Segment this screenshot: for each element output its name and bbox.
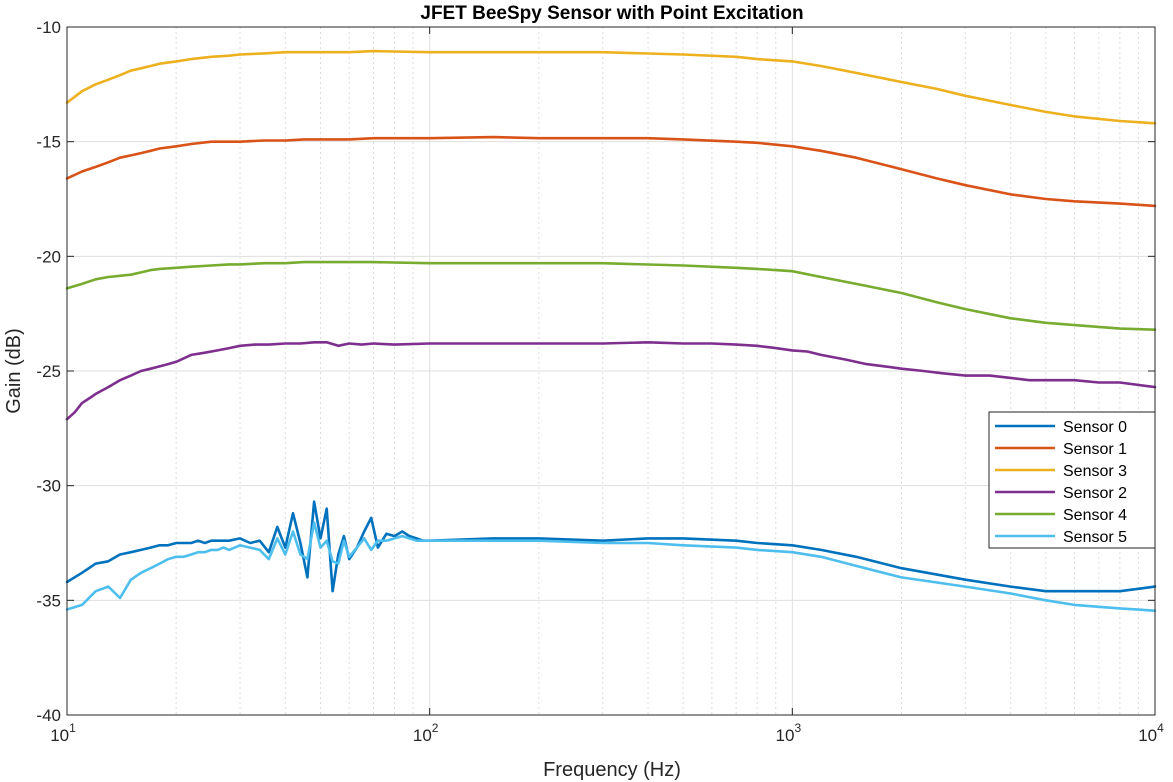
y-tick-label: -25	[36, 362, 61, 381]
x-axis-label: Frequency (Hz)	[543, 759, 681, 781]
legend-label: Sensor 1	[1063, 441, 1127, 458]
series-line-sensor-2	[65, 340, 1157, 421]
chart-title: JFET BeeSpy Sensor with Point Excitation	[420, 3, 803, 24]
y-tick-label: -15	[36, 133, 61, 152]
series-line-sensor-4	[65, 260, 1157, 332]
y-axis-label: Gain (dB)	[3, 328, 25, 414]
legend-label: Sensor 5	[1063, 529, 1127, 546]
y-tick-label: -20	[36, 247, 61, 266]
y-tick-label: -10	[36, 18, 61, 37]
series-line-sensor-3	[65, 49, 1157, 125]
plot-lines	[65, 49, 1157, 613]
y-tick-label: -35	[36, 591, 61, 610]
y-tick-label: -40	[36, 706, 61, 725]
legend: Sensor 0 Sensor 1 Sensor 3 Sensor 2 Sensor 4…	[988, 411, 1156, 549]
y-tick-label: -30	[36, 477, 61, 496]
series-line-sensor-1	[65, 135, 1157, 208]
series-line-sensor-0	[65, 500, 1157, 593]
legend-label: Sensor 2	[1063, 485, 1127, 502]
x-tick-exponent: 3	[794, 721, 801, 735]
legend-box	[988, 411, 1156, 549]
legend-label: Sensor 3	[1063, 463, 1127, 480]
x-tick-exponent: 1	[69, 721, 76, 735]
x-tick-exponent: 2	[432, 721, 439, 735]
legend-label: Sensor 0	[1063, 419, 1127, 436]
legend-label: Sensor 4	[1063, 507, 1127, 524]
series-line-sensor-5	[65, 521, 1157, 613]
x-tick-exponent: 4	[1157, 721, 1164, 735]
